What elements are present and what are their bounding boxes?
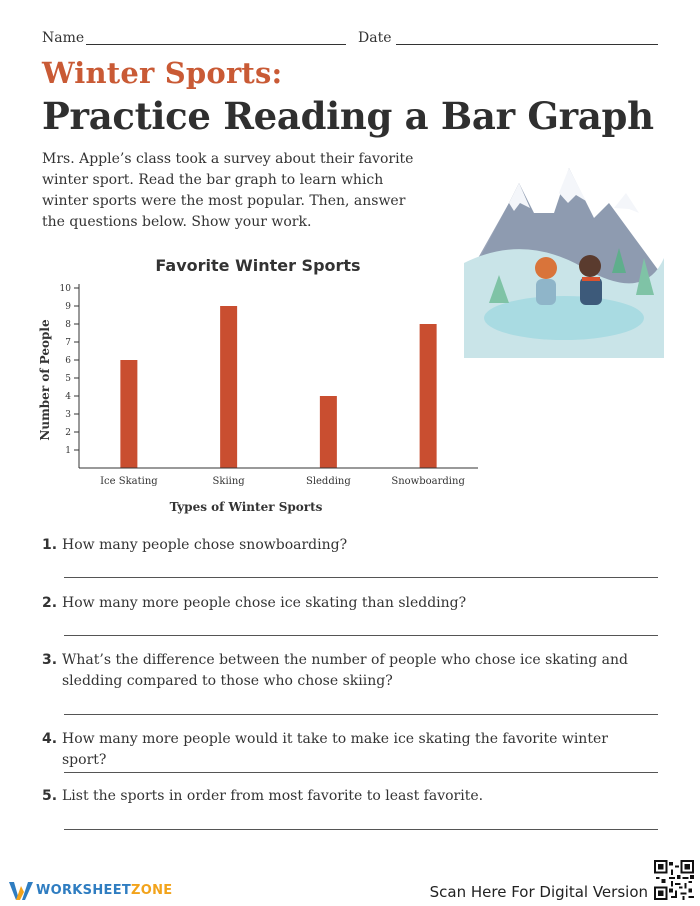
worksheet-title: Practice Reading a Bar Graph <box>42 94 654 138</box>
y-tick-label: 1 <box>65 446 71 456</box>
name-field-line[interactable] <box>86 44 346 45</box>
snow-cap-shape <box>614 193 639 213</box>
intro-paragraph: Mrs. Apple’s class took a survey about t… <box>42 151 414 230</box>
chart-title: Favorite Winter Sports <box>155 256 360 275</box>
question-text: What’s the difference between the number… <box>62 652 628 689</box>
bar-snowboarding <box>419 324 437 468</box>
bar-chart: Favorite Winter Sports 1 2 3 4 5 6 7 8 9 10 Ice S… <box>38 256 478 514</box>
answer-line-4[interactable] <box>64 772 658 773</box>
answer-line-2[interactable] <box>64 635 658 636</box>
w-logo-icon <box>9 882 33 900</box>
y-tick-label: 3 <box>65 410 71 420</box>
logo-word-worksheet: WORKSHEET <box>36 883 132 898</box>
tree-icon <box>489 275 509 303</box>
bar-sledding <box>319 396 337 468</box>
y-tick-label: 9 <box>65 302 71 312</box>
y-tick-label: 2 <box>65 428 71 438</box>
bars <box>120 306 437 468</box>
date-label: Date <box>358 30 392 46</box>
fox-body-shape <box>536 279 556 305</box>
y-tick-label: 4 <box>65 392 71 402</box>
question-number: 2. <box>42 595 58 611</box>
date-field-line[interactable] <box>396 44 658 45</box>
y-tick-label: 10 <box>60 284 72 294</box>
qr-code-icon[interactable] <box>654 860 694 900</box>
tree-icon <box>636 258 654 295</box>
question-number: 3. <box>42 652 58 668</box>
x-axis-title: Types of Winter Sports <box>170 500 323 514</box>
y-tick-label: 7 <box>65 338 71 348</box>
question-text: How many people chose snowboarding? <box>62 537 348 553</box>
bar-ice-skating <box>120 360 138 468</box>
question-number: 4. <box>42 731 58 747</box>
x-tick-label: Snowboarding <box>391 476 465 487</box>
tree-icon <box>612 248 626 273</box>
y-tick-label: 8 <box>65 320 71 330</box>
question-text: How many more people would it take to ma… <box>62 731 608 768</box>
question-text: List the sports in order from most favor… <box>62 788 484 804</box>
fox-icon <box>535 257 557 279</box>
y-tick-label: 6 <box>65 356 71 366</box>
bear-icon <box>579 255 601 277</box>
answer-line-5[interactable] <box>64 829 658 830</box>
worksheet-subtitle: Winter Sports: <box>42 56 283 90</box>
y-tick-label: 5 <box>65 374 71 384</box>
question-text: How many more people chose ice skating t… <box>62 595 467 611</box>
bear-body-shape <box>580 277 602 305</box>
answer-line-1[interactable] <box>64 577 658 578</box>
snow-cap-shape <box>509 183 530 211</box>
answer-line-3[interactable] <box>64 714 658 715</box>
name-date-row: Name Date <box>42 30 658 48</box>
scarf-shape <box>582 277 600 281</box>
question-number: 1. <box>42 537 58 553</box>
x-tick-label: Sledding <box>306 476 351 487</box>
ice-rink-shape <box>484 296 644 340</box>
x-tick-label: Ice Skating <box>100 476 158 487</box>
y-axis-title: Number of People <box>38 319 52 441</box>
x-axis: Ice Skating Skiing Sledding Snowboarding <box>79 467 478 487</box>
y-axis: 1 2 3 4 5 6 7 8 9 10 <box>60 284 80 468</box>
scan-instruction: Scan Here For Digital Version <box>429 883 648 901</box>
snow-cap-shape <box>559 168 586 203</box>
bar-skiing <box>220 306 238 468</box>
question-number: 5. <box>42 788 58 804</box>
logo-text: WORKSHEETZONE <box>36 883 173 898</box>
name-label: Name <box>42 30 85 46</box>
logo-word-zone: ZONE <box>131 883 173 898</box>
x-tick-label: Skiing <box>213 476 246 487</box>
winter-illustration <box>464 163 664 358</box>
